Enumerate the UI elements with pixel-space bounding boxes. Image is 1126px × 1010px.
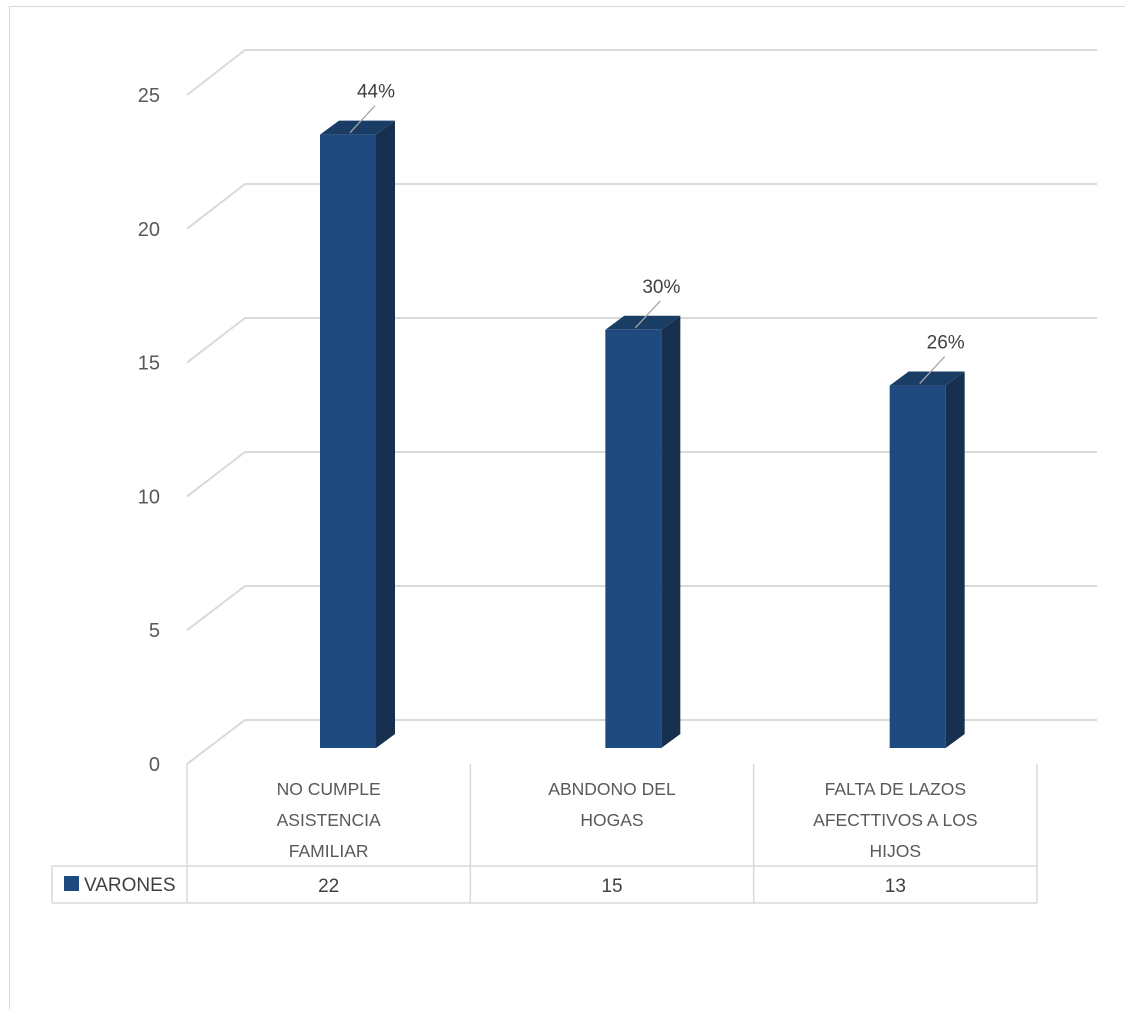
data-label-leader [919,356,946,385]
bar-side [376,120,395,748]
category-label: HOGAS [580,810,643,830]
y-tick-label: 0 [149,754,160,776]
gridline-side [186,317,246,364]
legend-label: VARONES [84,875,176,896]
table-value: 13 [885,876,906,897]
bar-side [661,315,681,748]
y-tick-label: 25 [138,85,160,107]
table-value: 15 [601,876,622,897]
gridline-side [186,49,246,96]
category-label: ASISTENCIA [277,810,381,830]
gridline-side [186,451,246,498]
chart-frame [9,6,1125,1009]
legend-swatch [64,876,79,891]
category-label: FAMILIAR [289,841,369,861]
category-label: NO CUMPLE [277,779,381,799]
category-label: ABNDONO DEL [548,779,676,799]
data-label: 30% [642,277,680,298]
y-tick-label: 10 [138,486,160,508]
category-label: HIJOS [870,841,922,861]
y-tick-label: 5 [149,620,160,642]
y-tick-label: 20 [138,219,160,241]
category-label: AFECTTIVOS A LOS [813,810,977,830]
data-label: 26% [927,333,965,354]
y-tick-label: 15 [138,353,160,375]
bar-side [945,371,965,748]
data-label: 44% [357,82,395,103]
table-value: 22 [318,876,339,897]
data-label-leader [634,300,661,329]
bar-top [605,315,681,330]
data-label-leader [349,105,376,134]
gridline-side [186,585,246,631]
bar [889,385,946,748]
gridline-side [186,719,246,765]
category-label: FALTA DE LAZOS [825,779,966,799]
gridline-side [186,183,246,230]
bar-top [320,120,395,135]
bar [605,329,662,748]
bar-top [889,371,965,386]
bar [320,134,376,748]
